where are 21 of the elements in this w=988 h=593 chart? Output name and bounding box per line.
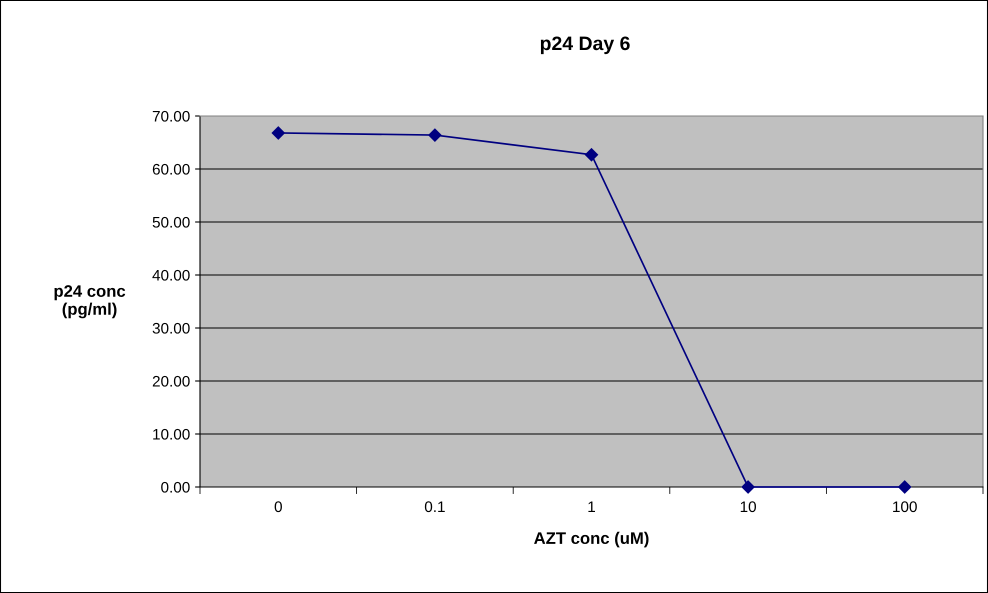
- y-tick-label: 10.00: [153, 428, 190, 440]
- x-tick-label: 0.1: [424, 501, 445, 512]
- point: [742, 480, 755, 494]
- y-axis-title: p24 conc (pg/ml): [54, 285, 126, 318]
- chart-title: p24 Day 6: [540, 36, 630, 54]
- y-tick-label: 20.00: [152, 376, 190, 387]
- point: [272, 126, 285, 140]
- point: [584, 148, 598, 162]
- y-tick-label: 40.00: [152, 270, 190, 281]
- x-tick-label: 1: [588, 501, 596, 512]
- y-tick-label: 30.00: [152, 322, 190, 334]
- x-tick-label: 0: [274, 501, 282, 512]
- y-tick-label: 70.00: [152, 110, 190, 122]
- point: [898, 480, 912, 494]
- y-tick-label: 60.00: [152, 164, 190, 175]
- x-axis-title: AZT conc (uM): [534, 532, 649, 548]
- y-tick-label: 0.00: [161, 482, 190, 493]
- x-tick-label: 10: [740, 501, 756, 512]
- x-tick-label: 100: [893, 501, 917, 512]
- point: [428, 128, 442, 142]
- y-tick-label: 50.00: [152, 216, 190, 228]
